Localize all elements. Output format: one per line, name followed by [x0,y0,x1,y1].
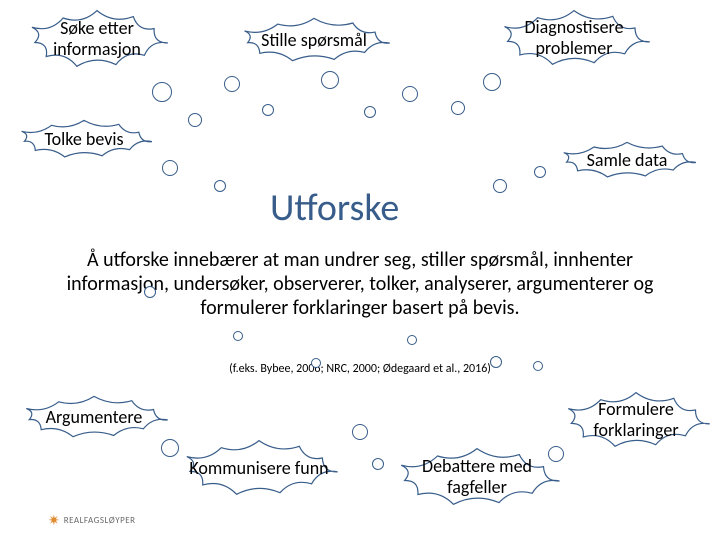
bubble-icon [233,331,243,341]
bubble-icon [144,286,156,298]
bubble-icon [224,76,240,92]
description-paragraph: Å utforske innebærer at man undrer seg, … [60,248,660,320]
bubble-icon [352,424,368,440]
logo-star-icon: ✷ [48,512,60,529]
concept-cloud-label: Samle data [583,146,672,175]
concept-cloud: Formulere forklaringer [556,388,716,452]
bubble-icon [188,113,202,127]
main-title: Utforske [270,185,399,231]
concept-cloud: Samle data [552,138,702,182]
concept-cloud-label: Kommunisere funn [185,454,332,483]
bubble-icon [407,335,417,345]
citation-text: (f.eks. Bybee, 2006; NRC, 2000; Ødegaard… [229,362,491,376]
concept-cloud: Diagnostisere problemer [492,6,656,70]
bubble-icon [534,166,546,178]
bubble-icon [162,160,178,176]
concept-cloud-label: Formulere forklaringer [556,395,716,444]
bubble-icon [262,104,274,116]
bubble-icon [483,73,501,91]
bubble-icon [493,179,507,193]
logo-text: REALFAGSLØYPER [64,515,136,526]
concept-cloud: Søke etter informasjon [20,6,174,72]
logo: ✷ REALFAGSLØYPER [48,512,136,529]
bubble-icon [152,82,172,102]
bubble-icon [372,458,384,470]
bubble-icon [490,356,502,368]
main-title-text: Utforske [270,185,399,231]
citation-line: (f.eks. Bybee, 2006; NRC, 2000; Ødegaard… [180,362,540,376]
concept-cloud: Stille spørsmål [232,14,396,66]
concept-cloud-label: Stille spørsmål [257,26,371,55]
bubble-icon [402,86,418,102]
concept-cloud-label: Søke etter informasjon [20,14,174,63]
concept-cloud: Debattere med fagfeller [388,444,566,510]
description-text: Å utforske innebærer at man undrer seg, … [67,248,654,320]
bubble-icon [214,180,226,192]
concept-cloud: Tolke bevis [10,116,158,162]
bubble-icon [533,361,543,371]
concept-cloud-label: Diagnostisere problemer [492,13,656,62]
bubble-icon [364,106,376,118]
concept-cloud-label: Tolke bevis [40,125,127,154]
concept-cloud: Kommunisere funn [174,436,344,500]
concept-cloud: Argumentere [14,392,174,442]
concept-cloud-label: Argumentere [42,403,147,432]
bubble-icon [451,101,465,115]
bubble-icon [161,439,179,457]
bubble-icon [321,71,339,89]
concept-cloud-label: Debattere med fagfeller [388,452,566,501]
bubble-icon [311,358,321,368]
